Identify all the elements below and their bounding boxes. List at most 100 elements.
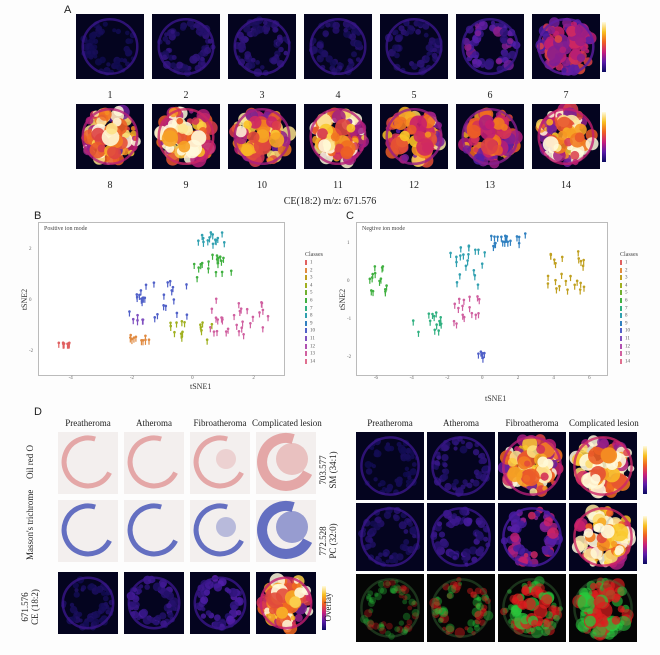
- legend-label: 11: [310, 336, 315, 342]
- scatter-point: [517, 235, 521, 242]
- scatter-point: [467, 245, 471, 252]
- scatter-point: [211, 242, 215, 249]
- scatter-point: [242, 332, 245, 340]
- panel-a-heatmap: [380, 104, 448, 169]
- scatter-point: [466, 259, 469, 266]
- legend-swatch: [620, 305, 622, 311]
- scatter-point: [549, 252, 553, 260]
- scatter-point: [152, 281, 156, 288]
- scatter-point: [206, 239, 210, 246]
- panel-d-left-msi-image: [58, 572, 118, 634]
- panel-d-right-msi-image: [569, 574, 637, 642]
- panel-a-tile: [304, 14, 372, 79]
- panel-d-right-msi-image: [427, 574, 495, 642]
- scatter-point: [224, 330, 228, 337]
- scatter-point: [493, 235, 496, 242]
- scatter-point: [216, 261, 220, 269]
- scatter-point: [479, 350, 483, 357]
- scatter-point: [136, 313, 139, 321]
- scatter-point: [457, 306, 460, 314]
- panel-a-tile-label: 2: [183, 90, 189, 101]
- scatter-point: [411, 319, 415, 326]
- panel-a-tile: [152, 14, 220, 79]
- scatter-point: [517, 241, 521, 249]
- scatter-point: [192, 262, 196, 270]
- scatter-point: [515, 235, 519, 242]
- scatter-point: [251, 315, 255, 322]
- scatter-point: [258, 311, 261, 318]
- legend-swatch: [620, 351, 622, 357]
- panel-d-left-row-header: 671.576 CE (18:2): [20, 589, 40, 625]
- panel-b-y-tick: 0: [29, 298, 32, 303]
- scatter-point: [581, 264, 585, 271]
- panel-d-right-msi-image: [427, 432, 495, 500]
- masson-trichrome-image: [256, 500, 316, 562]
- scatter-point: [506, 240, 510, 247]
- scatter-point: [474, 248, 477, 255]
- scatter-point: [473, 274, 477, 281]
- scatter-point: [207, 267, 210, 274]
- panel-d-left-col-header: Atheroma: [136, 418, 172, 428]
- legend-label: 8: [310, 313, 313, 319]
- scatter-point: [379, 277, 383, 284]
- panel-c-y-tick: -1: [347, 317, 352, 322]
- scatter-point: [245, 307, 249, 315]
- panel-b-title: Positive ion mode: [44, 226, 88, 232]
- panel-b-y-tick: 2: [29, 247, 32, 253]
- legend-swatch: [620, 328, 622, 334]
- panel-a-heatmap: [76, 104, 144, 169]
- oil-red-o-image: [256, 432, 316, 494]
- panel-d-right-col-header: Atheroma: [443, 418, 479, 428]
- panel-b-plot: [38, 222, 285, 376]
- legend-label: 9: [625, 321, 628, 327]
- panel-d-right-colorbar: [643, 446, 647, 494]
- panel-d-right-msi-image: [569, 432, 637, 500]
- panel-b-scatter: [57, 231, 270, 349]
- scatter-point: [501, 240, 504, 247]
- scatter-point: [555, 287, 558, 294]
- legend-label: 12: [310, 344, 315, 350]
- scatter-point: [553, 258, 556, 265]
- panel-b-y-tick: -2: [29, 348, 34, 354]
- scatter-point: [169, 321, 172, 328]
- legend-label: 14: [625, 359, 630, 365]
- panel-a-tile-label: 13: [485, 180, 495, 191]
- panel-a-tile-label: 12: [409, 180, 419, 191]
- legend-item: 5: [620, 290, 628, 296]
- panel-a-tile: [152, 104, 220, 169]
- scatter-point: [128, 310, 131, 317]
- scatter-point: [582, 258, 585, 266]
- scatter-point: [266, 314, 270, 322]
- legend-item: 7: [305, 305, 313, 311]
- panel-d-right-row-header: 772.528 PC (32:0): [318, 523, 338, 559]
- scatter-point: [214, 316, 218, 323]
- scatter-point: [435, 323, 438, 330]
- legend-swatch: [620, 275, 622, 281]
- legend-item: 3: [305, 275, 313, 281]
- scatter-point: [461, 313, 465, 320]
- panel-a-tile: [380, 14, 448, 79]
- scatter-point: [477, 297, 481, 305]
- scatter-point: [577, 257, 581, 264]
- panel-d-left-row-header: Oil red O: [25, 445, 35, 479]
- legend-item: 14: [305, 358, 315, 364]
- scatter-point: [546, 274, 550, 281]
- scatter-point: [477, 311, 480, 319]
- masson-trichrome-image: [124, 500, 184, 562]
- panel-d-right-colorbar: [643, 516, 647, 564]
- legend-label: 13: [310, 351, 315, 357]
- scatter-point: [199, 323, 202, 330]
- scatter-point: [156, 312, 159, 320]
- panel-a-tile: [380, 104, 448, 169]
- panel-d-right-msi-image: [356, 503, 424, 571]
- legend-swatch: [305, 320, 307, 326]
- scatter-point: [240, 326, 244, 333]
- legend-item: 9: [620, 320, 628, 327]
- scatter-point: [147, 338, 151, 345]
- scatter-point: [373, 265, 377, 272]
- legend-swatch: [305, 267, 307, 273]
- scatter-point: [457, 297, 461, 304]
- legend-label: 2: [625, 268, 628, 274]
- legend-swatch: [305, 313, 307, 319]
- legend-label: 12: [625, 344, 630, 350]
